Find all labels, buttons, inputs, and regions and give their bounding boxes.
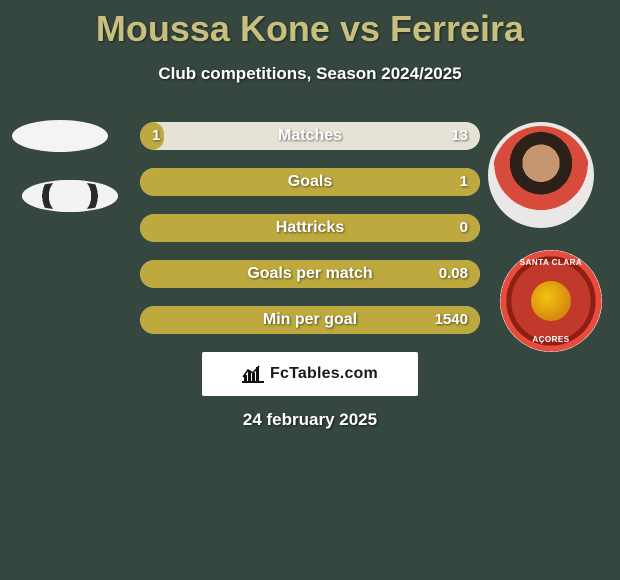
source-badge-text: FcTables.com	[270, 365, 378, 383]
stat-right-value: 13	[451, 122, 468, 150]
page-subtitle: Club competitions, Season 2024/2025	[0, 64, 620, 84]
stat-right-value: 1	[460, 168, 468, 196]
stat-right-value: 0	[460, 214, 468, 242]
club-right-text-top: SANTA CLARA	[500, 258, 602, 267]
stat-row: Goals per match0.08	[140, 260, 480, 288]
stat-label: Matches	[140, 122, 480, 150]
club-left-badge	[22, 180, 118, 212]
chart-icon	[242, 365, 264, 383]
eagle-icon	[531, 281, 571, 321]
source-badge[interactable]: FcTables.com	[202, 352, 418, 396]
stat-right-value: 1540	[435, 306, 468, 334]
club-right-text-bottom: AÇORES	[500, 335, 602, 344]
stat-label: Goals	[140, 168, 480, 196]
player-right-avatar	[488, 122, 594, 228]
stat-row: Min per goal1540	[140, 306, 480, 334]
player-left-avatar	[12, 120, 108, 152]
club-right-badge: SANTA CLARA AÇORES	[500, 250, 602, 352]
stat-row: Goals1	[140, 168, 480, 196]
stats-container: 1Matches13Goals1Hattricks0Goals per matc…	[140, 122, 480, 352]
stat-row: 1Matches13	[140, 122, 480, 150]
page-title: Moussa Kone vs Ferreira	[0, 0, 620, 50]
date-text: 24 february 2025	[0, 410, 620, 430]
stat-right-value: 0.08	[439, 260, 468, 288]
stat-label: Hattricks	[140, 214, 480, 242]
stat-row: Hattricks0	[140, 214, 480, 242]
stat-label: Goals per match	[140, 260, 480, 288]
stat-label: Min per goal	[140, 306, 480, 334]
